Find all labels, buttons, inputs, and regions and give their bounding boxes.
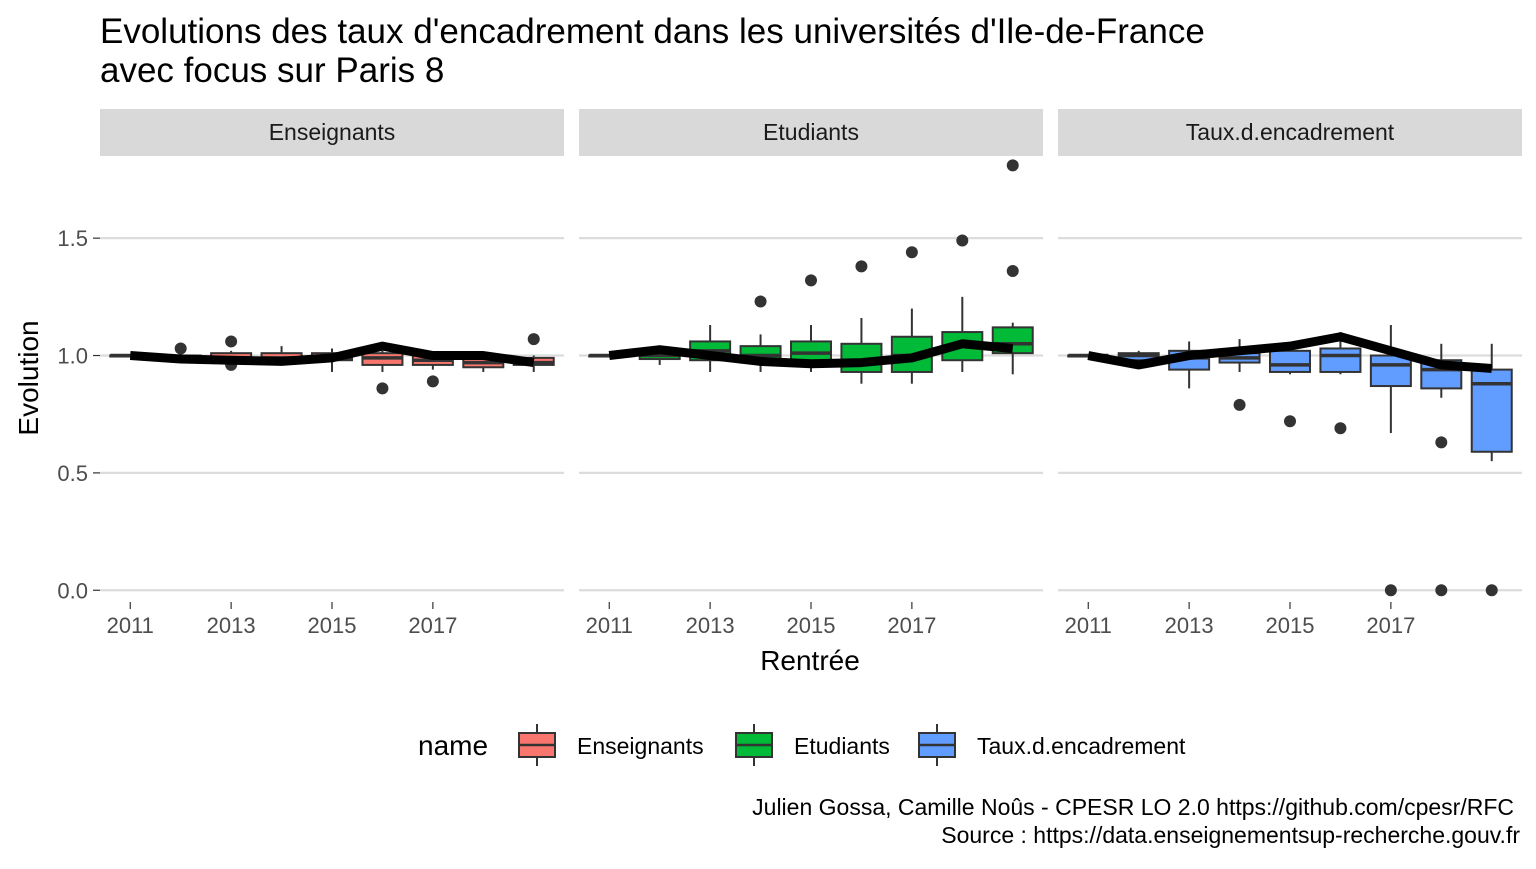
y-tick-label: 1.5 <box>57 226 88 251</box>
outlier-point <box>225 335 238 348</box>
outlier-point <box>1284 415 1296 428</box>
facet-strip-label: Taux.d.encadrement <box>1186 119 1395 145</box>
outlier-point <box>754 295 767 308</box>
x-tick-label: 2013 <box>1165 613 1214 638</box>
y-tick-label: 0.0 <box>57 578 88 603</box>
legend: Enseignants Etudiants Taux.d.encadrement <box>518 724 1186 766</box>
x-tick-label: 2013 <box>207 613 256 638</box>
facet-strip-label: Enseignants <box>269 119 396 145</box>
box-body <box>1269 349 1311 373</box>
legend-label: Enseignants <box>577 733 704 759</box>
chart-title-line2: avec focus sur Paris 8 <box>100 51 444 90</box>
box-body <box>1470 368 1513 453</box>
caption-line1: Julien Gossa, Camille Noûs - CPESR LO 2.… <box>752 794 1514 820</box>
box-body <box>1369 354 1412 388</box>
outlier-point <box>805 274 817 287</box>
x-tick-label: 2013 <box>686 613 735 638</box>
x-tick-label: 2011 <box>107 613 154 638</box>
box <box>1369 325 1412 597</box>
chart-title-line1: Evolutions des taux d'encadrement dans l… <box>100 12 1205 51</box>
box <box>1470 343 1513 597</box>
outlier-point <box>956 234 969 247</box>
y-axis-title: Evolution <box>13 320 44 435</box>
box <box>991 159 1034 375</box>
y-tick-label: 1.0 <box>57 344 88 369</box>
focus-line <box>608 339 1014 369</box>
caption-line2: Source : https://data.enseignementsup-re… <box>941 822 1520 848</box>
box <box>790 274 832 372</box>
legend-label: Taux.d.encadrement <box>977 733 1186 759</box>
x-tick-label: 2017 <box>408 613 457 638</box>
outlier-point <box>1435 584 1448 597</box>
outlier-point <box>174 342 187 355</box>
focus-line <box>129 341 535 368</box>
outlier-point <box>426 375 439 388</box>
facet-etudiants: Etudiants 2011 2013 2015 2017 <box>579 109 1043 638</box>
outlier-point <box>855 260 868 273</box>
x-tick-label: 2015 <box>1266 613 1315 638</box>
legend-title: name <box>418 730 488 761</box>
y-axis: 0.0 0.5 1.0 1.5 <box>57 226 100 603</box>
outlier-point <box>1384 584 1397 597</box>
facet-strip <box>100 109 564 156</box>
outlier-point <box>527 333 540 346</box>
facet-enseignants: Enseignants 2011 2013 2015 2017 <box>100 109 564 638</box>
x-tick-label: 2017 <box>887 613 936 638</box>
box-body <box>1319 347 1362 373</box>
box <box>210 335 253 371</box>
x-tick-label: 2011 <box>586 613 633 638</box>
facet-panels: Enseignants 2011 2013 2015 2017 Etudiants 2011… <box>100 109 1522 638</box>
facet-strip-label: Etudiants <box>763 119 859 145</box>
facet-strip <box>579 109 1043 156</box>
x-tick-label: 2015 <box>308 613 357 638</box>
outlier-point <box>905 246 918 259</box>
box <box>1319 332 1362 435</box>
x-tick-label: 2011 <box>1065 613 1112 638</box>
box <box>512 333 555 372</box>
legend-label: Etudiants <box>794 733 890 759</box>
box <box>1420 343 1463 597</box>
outlier-point <box>376 382 389 395</box>
facet-taux-d-encadrement: Taux.d.encadrement 2011 2013 2015 2017 <box>1058 109 1522 638</box>
outlier-point <box>1233 398 1246 411</box>
legend-item: Enseignants <box>518 724 704 766</box>
box <box>689 325 732 372</box>
outlier-point <box>1334 422 1347 435</box>
box <box>1218 339 1261 411</box>
box <box>1168 341 1211 389</box>
legend-item: Taux.d.encadrement <box>918 724 1186 766</box>
outlier-point <box>1006 159 1019 172</box>
facet-strip <box>1058 109 1522 156</box>
legend-item: Etudiants <box>735 724 890 766</box>
x-tick-label: 2017 <box>1366 613 1415 638</box>
outlier-point <box>1006 265 1019 278</box>
focus-line <box>1087 332 1493 373</box>
box <box>1269 346 1311 428</box>
x-axis-title: Rentrée <box>760 645 860 676</box>
x-tick-label: 2015 <box>787 613 836 638</box>
y-tick-label: 0.5 <box>57 461 88 486</box>
outlier-point <box>1485 584 1498 597</box>
outlier-point <box>1435 436 1448 449</box>
box <box>361 350 404 395</box>
